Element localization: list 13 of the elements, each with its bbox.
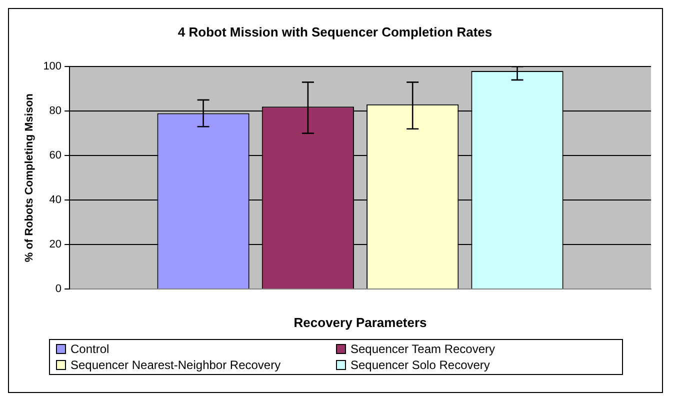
chart-title: 4 Robot Mission with Sequencer Completion Rates [178,24,492,40]
y-tick-label: 0 [55,283,62,296]
y-axis-title: % of Robots Completing Msison [24,93,36,262]
legend-label: Sequencer Solo Recovery [350,358,490,372]
x-axis-title: Recovery Parameters [294,314,427,330]
y-tick-label: 100 [43,60,62,73]
legend-label: Sequencer Nearest-Neighbor Recovery [70,358,281,372]
y-tick-label: 20 [49,238,62,251]
legend-label: Control [70,342,110,356]
y-tick-label: 80 [49,105,62,118]
y-tick-label: 40 [49,194,62,206]
y-tick-label: 60 [49,150,62,162]
legend-label: Sequencer Team Recovery [350,342,496,356]
